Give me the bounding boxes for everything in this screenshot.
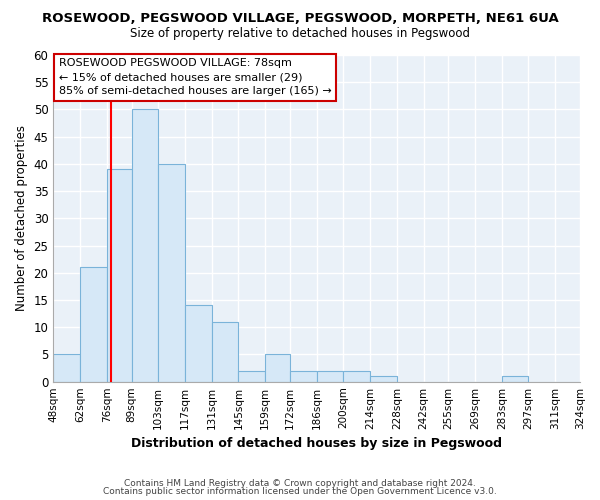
- Bar: [185, 306, 212, 382]
- Bar: [80, 268, 107, 382]
- Text: ROSEWOOD PEGSWOOD VILLAGE: 78sqm
← 15% of detached houses are smaller (29)
85% o: ROSEWOOD PEGSWOOD VILLAGE: 78sqm ← 15% o…: [59, 58, 331, 96]
- Text: Contains HM Land Registry data © Crown copyright and database right 2024.: Contains HM Land Registry data © Crown c…: [124, 478, 476, 488]
- Y-axis label: Number of detached properties: Number of detached properties: [15, 126, 28, 312]
- Bar: [502, 376, 529, 382]
- Bar: [317, 371, 343, 382]
- Bar: [131, 110, 158, 382]
- Bar: [107, 170, 131, 382]
- Bar: [370, 376, 397, 382]
- Text: Contains public sector information licensed under the Open Government Licence v3: Contains public sector information licen…: [103, 487, 497, 496]
- Bar: [290, 371, 317, 382]
- Bar: [343, 371, 370, 382]
- Bar: [238, 371, 265, 382]
- Text: ROSEWOOD, PEGSWOOD VILLAGE, PEGSWOOD, MORPETH, NE61 6UA: ROSEWOOD, PEGSWOOD VILLAGE, PEGSWOOD, MO…: [41, 12, 559, 26]
- Bar: [265, 354, 290, 382]
- Bar: [53, 354, 80, 382]
- Text: Size of property relative to detached houses in Pegswood: Size of property relative to detached ho…: [130, 28, 470, 40]
- Bar: [158, 164, 185, 382]
- Bar: [212, 322, 238, 382]
- X-axis label: Distribution of detached houses by size in Pegswood: Distribution of detached houses by size …: [131, 437, 502, 450]
